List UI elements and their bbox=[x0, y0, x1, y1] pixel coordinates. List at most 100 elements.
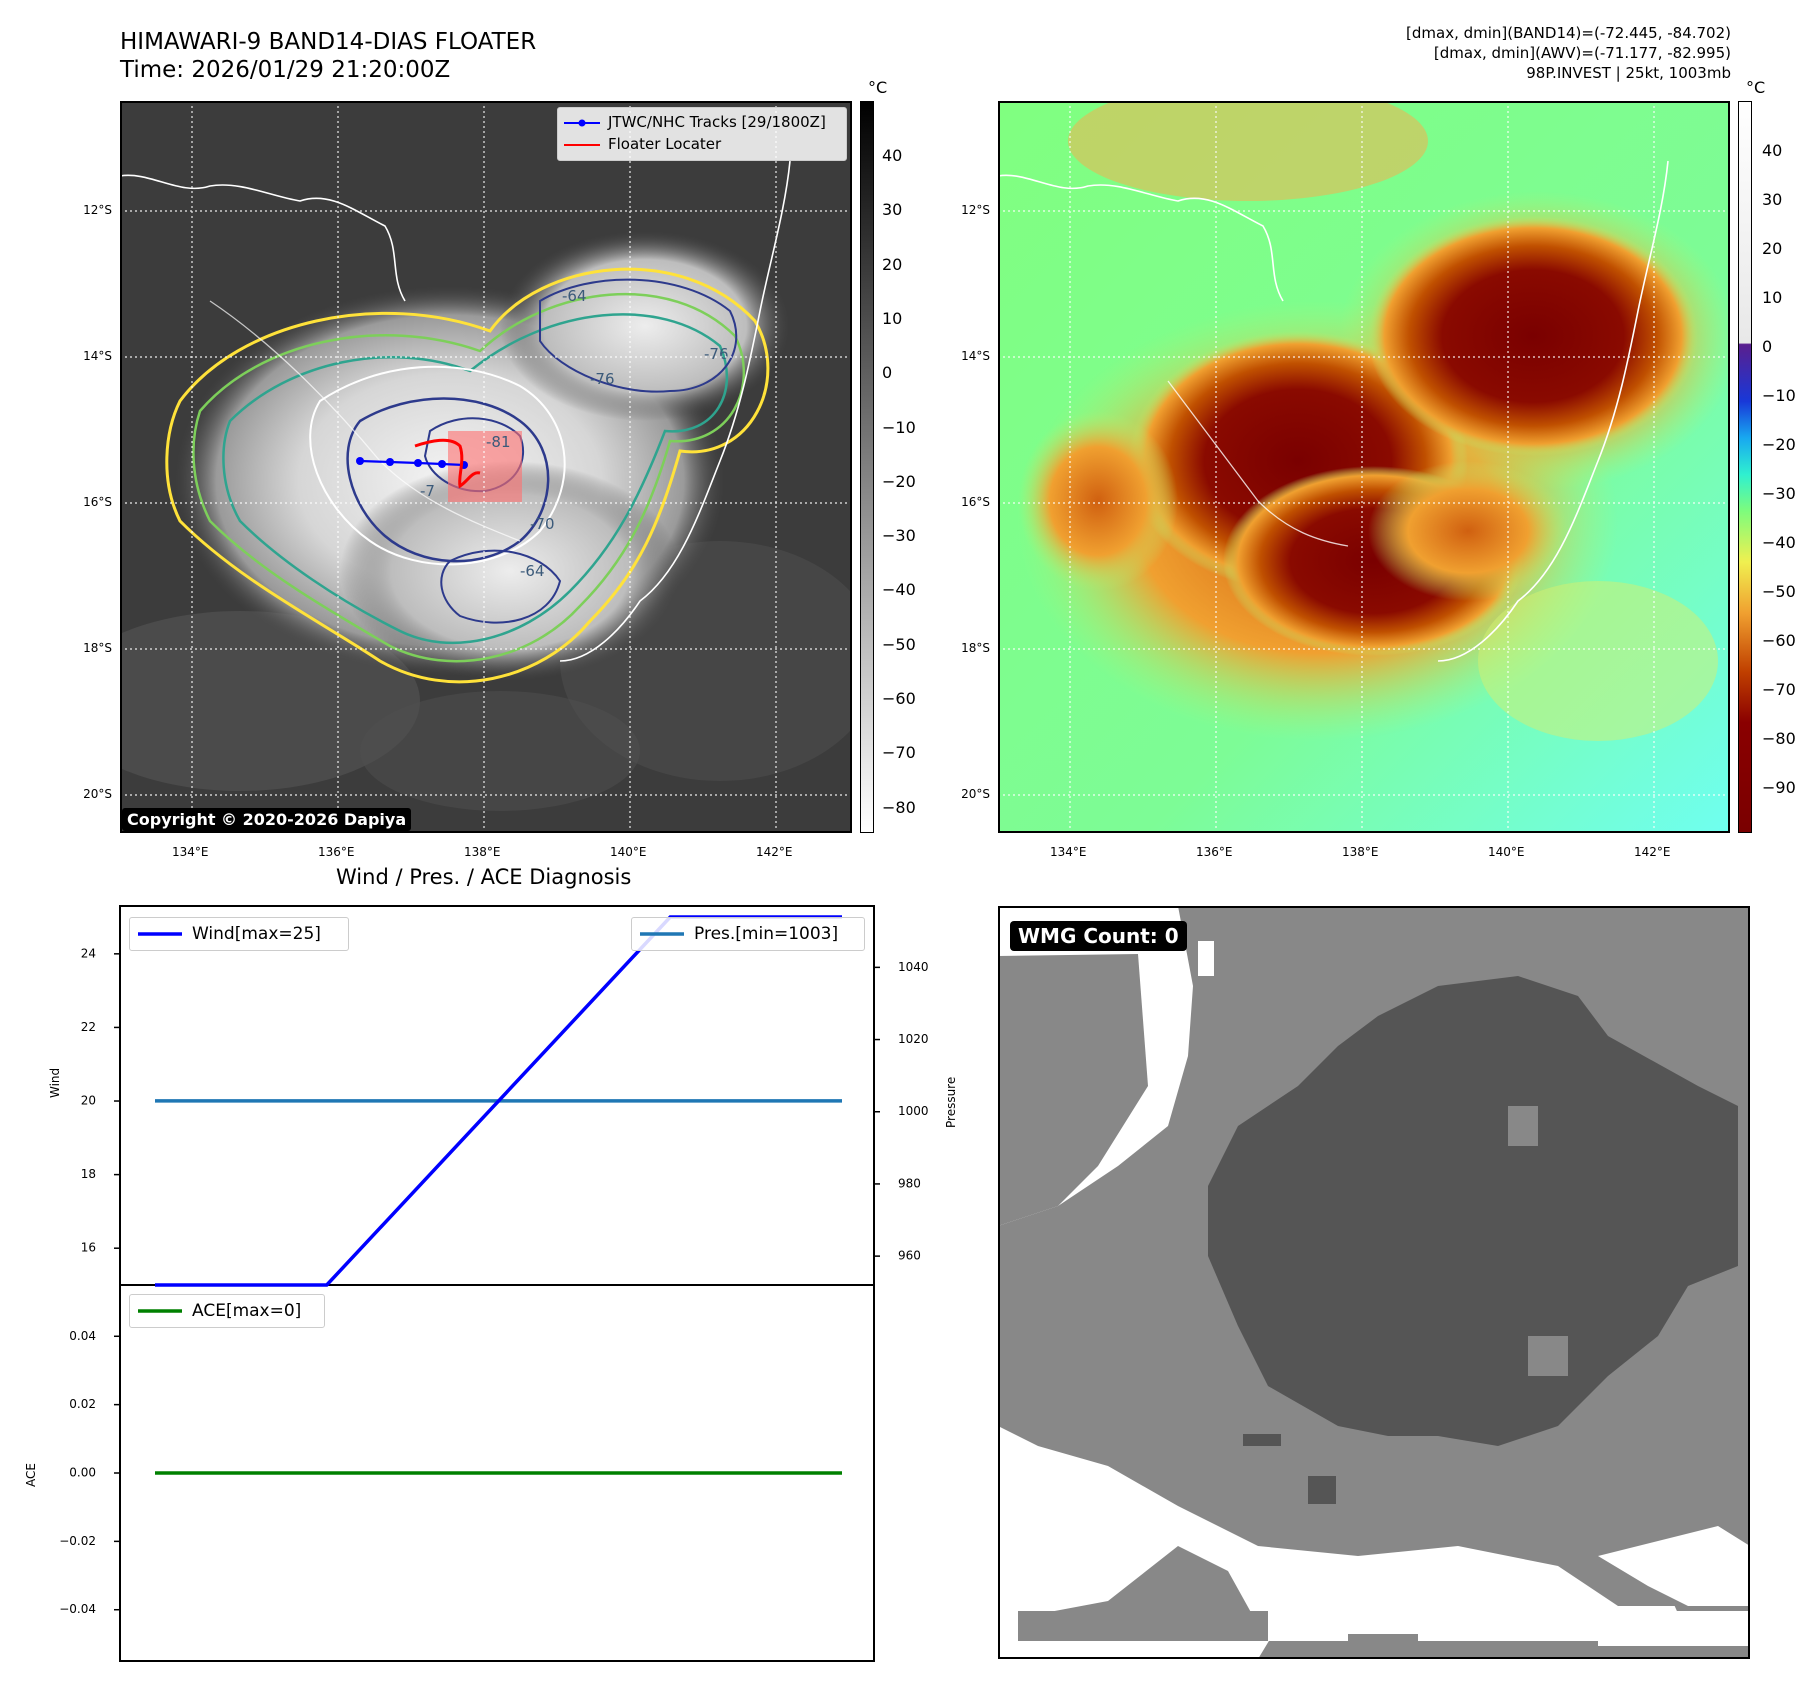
awv-map-canvas bbox=[997, 81, 1738, 833]
colorbar-tick-label: −80 bbox=[882, 797, 916, 817]
wind-legend-label: Wind[max=25] bbox=[192, 924, 321, 944]
colorbar-tick-label: −20 bbox=[882, 471, 916, 491]
lon-tick-label: 140°E bbox=[610, 845, 647, 859]
lat-tick-label: 16°S bbox=[961, 495, 990, 509]
colorbar-tick-label: −40 bbox=[882, 580, 916, 600]
awv-colorbar-unit: °C bbox=[1746, 78, 1766, 97]
colorbar-tick-label: 30 bbox=[882, 200, 903, 220]
colorbar-tick-label: 0 bbox=[882, 363, 893, 383]
band14-map-panel: -64 -76 -81 -7 -64 -76 -70 JTWC/NHC Trac… bbox=[60, 101, 880, 833]
floater-track bbox=[414, 438, 481, 489]
wind-series-line bbox=[155, 915, 842, 1287]
lon-tick-label: 134°E bbox=[1050, 845, 1087, 859]
contour-label: -76 bbox=[704, 345, 729, 363]
lon-tick-label: 142°E bbox=[1634, 845, 1671, 859]
ace-axes bbox=[119, 1284, 875, 1662]
lat-tick-label: 14°S bbox=[83, 349, 112, 363]
figure-title-line1: HIMAWARI-9 BAND14-DIAS FLOATER bbox=[120, 29, 537, 55]
colorbar-tick-label: −30 bbox=[882, 526, 916, 546]
lon-tick-label: 136°E bbox=[1196, 845, 1233, 859]
wmg-panel: WMG Count: 0 bbox=[998, 906, 1750, 1659]
colorbar-tick-label: −60 bbox=[882, 689, 916, 708]
legend-tracks-label: JTWC/NHC Tracks [29/1800Z] bbox=[608, 113, 826, 131]
lon-tick-label: 138°E bbox=[464, 845, 501, 859]
copyright-badge: Copyright © 2020-2026 Dapiya bbox=[122, 808, 412, 831]
pressure-legend: Pres.[min=1003] bbox=[631, 917, 865, 951]
colorbar-tick-label: −50 bbox=[882, 634, 916, 654]
wind-tick-label: 24 bbox=[81, 946, 96, 960]
lat-tick-label: 20°S bbox=[961, 787, 990, 801]
wmg-count-badge: WMG Count: 0 bbox=[1010, 921, 1187, 951]
lon-tick-label: 134°E bbox=[172, 845, 209, 859]
figure-title-line2: Time: 2026/01/29 21:20:00Z bbox=[120, 57, 451, 83]
diagnosis-title: Wind / Pres. / ACE Diagnosis bbox=[336, 865, 632, 889]
wind-tick-label: 22 bbox=[81, 1020, 96, 1034]
pressure-legend-label: Pres.[min=1003] bbox=[694, 924, 839, 944]
colorbar-tick-label: −30 bbox=[1762, 484, 1796, 503]
colorbar-tick-label: 10 bbox=[882, 308, 903, 328]
lon-tick-label: 142°E bbox=[756, 845, 793, 859]
contour-label: -81 bbox=[486, 433, 511, 451]
ace-tick-label: 0.02 bbox=[69, 1397, 96, 1411]
colorbar-tick-label: −10 bbox=[882, 417, 916, 437]
ace-axis-label: ACE bbox=[24, 1463, 38, 1487]
dmax-awv-text: [dmax, dmin](AWV)=(-71.177, -82.995) bbox=[1433, 44, 1731, 62]
colorbar-tick-label: −10 bbox=[1762, 386, 1796, 405]
storm-info-text: 98P.INVEST | 25kt, 1003mb bbox=[1526, 64, 1731, 82]
contour-label: -76 bbox=[590, 370, 615, 388]
band14-map-canvas: -64 -76 -81 -7 -64 -76 -70 bbox=[60, 101, 880, 833]
ace-tick-label: −0.02 bbox=[59, 1534, 96, 1548]
map-legend: JTWC/NHC Tracks [29/1800Z] Floater Locat… bbox=[557, 107, 847, 161]
colorbar-tick-label: 10 bbox=[1762, 288, 1783, 307]
ace-legend: ACE[max=0] bbox=[129, 1294, 325, 1328]
colorbar-tick-label: 0 bbox=[1762, 337, 1773, 356]
colorbar-tick-label: 30 bbox=[1762, 190, 1783, 209]
wind-tick-label: 18 bbox=[81, 1167, 96, 1181]
awv-colorbar bbox=[1738, 101, 1752, 833]
colorbar-tick-label: −70 bbox=[882, 743, 916, 763]
awv-map-panel bbox=[997, 81, 1738, 833]
dmax-band14-text: [dmax, dmin](BAND14)=(-72.445, -84.702) bbox=[1406, 24, 1731, 42]
pressure-tick-label: 980 bbox=[898, 1176, 921, 1190]
band14-colorbar bbox=[860, 101, 874, 833]
contour-label: -64 bbox=[562, 287, 587, 305]
wind-tick-label: 16 bbox=[81, 1241, 96, 1255]
colorbar-tick-label: −50 bbox=[1762, 582, 1796, 601]
lat-tick-label: 16°S bbox=[83, 495, 112, 509]
lon-tick-label: 136°E bbox=[318, 845, 355, 859]
lat-tick-label: 12°S bbox=[961, 203, 990, 217]
wmg-heatmap bbox=[998, 906, 1750, 1659]
colorbar-tick-label: −80 bbox=[1762, 729, 1796, 748]
ace-tick-label: 0.00 bbox=[69, 1466, 96, 1480]
contour-label: -70 bbox=[530, 515, 555, 533]
pressure-axis-label: Pressure bbox=[944, 1076, 958, 1128]
pressure-tick-label: 1040 bbox=[898, 960, 929, 974]
lat-tick-label: 20°S bbox=[83, 787, 112, 801]
colorbar-tick-label: 40 bbox=[1762, 141, 1783, 160]
legend-floater-label: Floater Locater bbox=[608, 135, 722, 153]
lon-tick-label: 138°E bbox=[1342, 845, 1379, 859]
lat-tick-label: 18°S bbox=[961, 641, 990, 655]
lat-tick-label: 18°S bbox=[83, 641, 112, 655]
ace-tick-label: −0.04 bbox=[59, 1602, 96, 1616]
pressure-tick-label: 1020 bbox=[898, 1032, 929, 1046]
wind-pres-axes bbox=[119, 905, 875, 1286]
band14-colorbar-unit: °C bbox=[868, 78, 888, 97]
colorbar-tick-label: 20 bbox=[1762, 239, 1783, 258]
lon-tick-label: 140°E bbox=[1488, 845, 1525, 859]
wind-tick-label: 20 bbox=[81, 1094, 96, 1108]
ace-tick-label: 0.04 bbox=[69, 1329, 96, 1343]
wind-axis-label: Wind bbox=[48, 1067, 62, 1098]
lat-tick-label: 12°S bbox=[83, 203, 112, 217]
wind-legend: Wind[max=25] bbox=[129, 917, 349, 951]
pressure-tick-label: 960 bbox=[898, 1249, 921, 1263]
contour-label: -7 bbox=[420, 482, 435, 500]
colorbar-tick-label: 20 bbox=[882, 254, 903, 274]
ace-legend-label: ACE[max=0] bbox=[192, 1301, 302, 1321]
lat-tick-label: 14°S bbox=[961, 349, 990, 363]
colorbar-tick-label: −20 bbox=[1762, 435, 1796, 454]
colorbar-tick-label: −40 bbox=[1762, 533, 1796, 552]
contour-label: -64 bbox=[520, 562, 545, 580]
colorbar-tick-label: −60 bbox=[1762, 631, 1796, 650]
colorbar-tick-label: 40 bbox=[882, 146, 903, 165]
